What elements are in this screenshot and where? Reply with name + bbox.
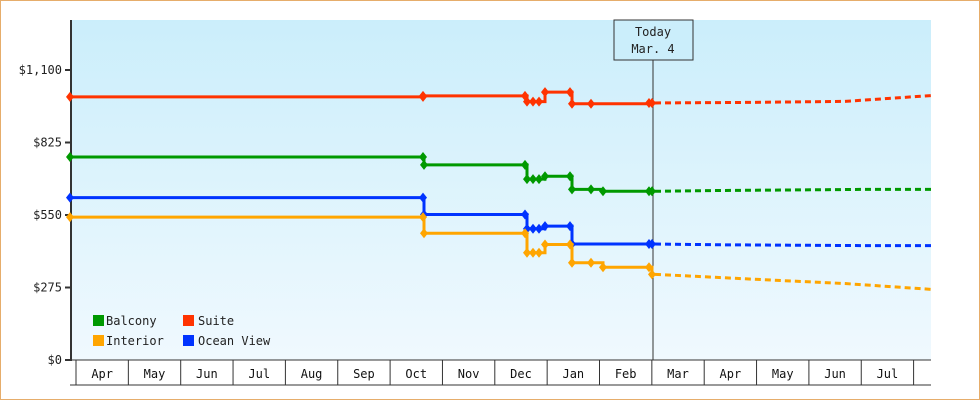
y-axis: $0 $275 $550 $825 $1,100	[19, 20, 72, 367]
data-point-marker[interactable]	[535, 174, 543, 185]
today-marker: Today Mar. 4	[613, 19, 694, 360]
data-point-marker[interactable]	[587, 98, 595, 109]
month-label: May	[772, 367, 794, 381]
data-point-marker[interactable]	[419, 90, 427, 101]
y-tick-label: $550	[33, 208, 62, 222]
month-label: Dec	[510, 367, 532, 381]
data-point-marker[interactable]	[66, 152, 74, 162]
month-label: Jun	[196, 367, 218, 381]
data-point-marker[interactable]	[66, 91, 74, 102]
projection-line-interior	[654, 272, 932, 291]
data-point-marker[interactable]	[420, 228, 428, 239]
month-label: Mar	[667, 367, 689, 381]
today-label-line2: Mar. 4	[631, 42, 674, 56]
data-point-marker[interactable]	[587, 257, 595, 268]
series-interior	[66, 212, 932, 291]
data-point-marker[interactable]	[535, 96, 543, 107]
y-tick-label: $275	[33, 281, 62, 295]
data-point-marker[interactable]	[419, 212, 427, 223]
y-tick-label: $1,100	[19, 63, 62, 77]
data-point-marker[interactable]	[535, 247, 543, 258]
legend-swatch-suite	[183, 315, 194, 326]
y-tick-label: $825	[33, 136, 62, 150]
data-point-marker[interactable]	[523, 247, 531, 258]
legend-label-balcony: Balcony	[106, 314, 157, 328]
month-label: Aug	[301, 367, 323, 381]
data-point-marker[interactable]	[66, 212, 74, 223]
plot-area	[71, 20, 931, 360]
projection-line-ocean-view	[654, 242, 931, 248]
y-tick-label: $0	[48, 353, 62, 367]
legend-label-interior: Interior	[106, 334, 164, 348]
data-point-marker[interactable]	[521, 159, 529, 170]
data-point-marker[interactable]	[66, 192, 74, 203]
data-point-marker[interactable]	[541, 221, 549, 232]
month-label: Nov	[458, 367, 480, 381]
legend-swatch-ocean-view	[183, 335, 194, 346]
data-point-marker[interactable]	[587, 184, 595, 195]
data-point-marker[interactable]	[529, 96, 537, 107]
data-point-marker[interactable]	[645, 262, 653, 273]
data-point-marker[interactable]	[566, 239, 574, 250]
series-line-suite	[70, 90, 652, 106]
data-point-marker[interactable]	[521, 209, 529, 220]
month-label: Oct	[405, 367, 427, 381]
legend-swatch-balcony	[93, 315, 104, 326]
x-axis: Apr May Jun Jul Aug Sep Oct Nov Dec Jan Feb Mar Apr M…	[70, 359, 931, 386]
data-point-marker[interactable]	[566, 221, 574, 232]
data-point-marker[interactable]	[541, 87, 549, 98]
legend-label-suite: Suite	[198, 314, 234, 328]
month-label: Apr	[91, 367, 113, 381]
data-point-marker[interactable]	[599, 186, 607, 197]
data-point-marker[interactable]	[419, 152, 427, 162]
data-point-marker[interactable]	[599, 262, 607, 273]
data-point-marker[interactable]	[648, 186, 656, 197]
data-point-marker[interactable]	[523, 96, 531, 107]
data-point-marker[interactable]	[568, 184, 576, 195]
legend-label-ocean-view: Ocean View	[198, 334, 271, 348]
series-layer	[66, 87, 932, 291]
month-label: Jul	[877, 367, 899, 381]
projection-line-balcony	[654, 187, 931, 193]
data-point-marker[interactable]	[566, 87, 574, 98]
data-point-marker[interactable]	[535, 223, 543, 234]
month-label: Sep	[353, 367, 375, 381]
data-point-marker[interactable]	[568, 257, 576, 268]
month-label: Jun	[824, 367, 846, 381]
legend-swatch-interior	[93, 335, 104, 346]
data-point-marker[interactable]	[648, 97, 656, 108]
data-point-marker[interactable]	[521, 228, 529, 239]
data-point-marker[interactable]	[523, 174, 531, 185]
data-point-marker[interactable]	[568, 98, 576, 109]
data-point-marker[interactable]	[566, 171, 574, 182]
series-suite	[66, 87, 932, 109]
data-point-marker[interactable]	[648, 239, 656, 249]
data-point-marker[interactable]	[529, 223, 537, 234]
data-point-marker[interactable]	[529, 247, 537, 258]
today-box	[613, 19, 694, 61]
month-label: May	[144, 367, 166, 381]
month-label: Jul	[248, 367, 270, 381]
month-label: Jan	[562, 367, 584, 381]
today-label-line1: Today	[635, 25, 671, 39]
projection-line-suite	[654, 94, 932, 105]
legend: Balcony Suite Interior Ocean View	[93, 314, 271, 348]
data-point-marker[interactable]	[420, 159, 428, 170]
data-point-marker[interactable]	[648, 269, 656, 280]
month-label: Feb	[615, 367, 637, 381]
data-point-marker[interactable]	[419, 192, 427, 203]
month-label: Apr	[720, 367, 742, 381]
data-point-marker[interactable]	[541, 171, 549, 182]
series-balcony	[66, 152, 931, 197]
data-point-marker[interactable]	[541, 239, 549, 250]
data-point-marker[interactable]	[529, 174, 537, 185]
